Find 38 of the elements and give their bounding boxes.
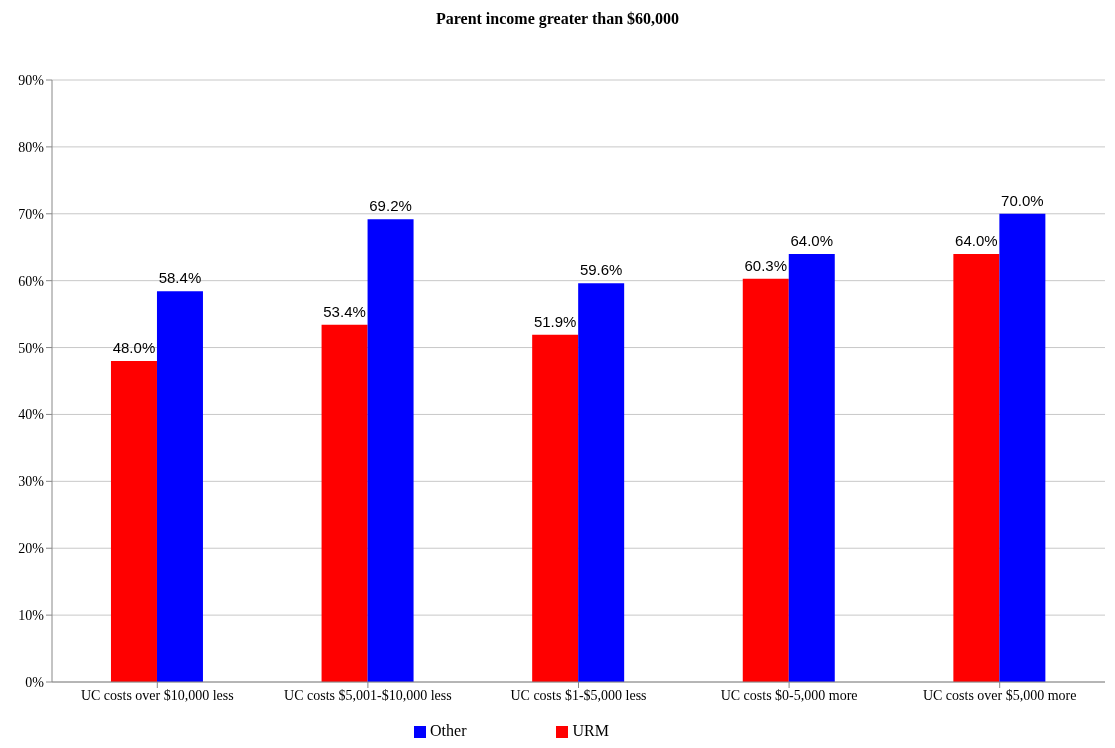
y-tick-label: 60%: [18, 273, 45, 289]
data-label: 70.0%: [1001, 191, 1044, 209]
legend-label: Other: [430, 722, 467, 739]
bar: [999, 213, 1046, 682]
x-tick-label: UC costs $5,001-$10,000 less: [284, 687, 452, 703]
bar: [953, 253, 1000, 682]
y-tick-label: 70%: [18, 206, 45, 222]
data-label: 64.0%: [790, 231, 834, 249]
bar: [578, 283, 625, 682]
data-label: 51.9%: [533, 312, 577, 330]
bar: [532, 334, 579, 682]
y-tick-label: 10%: [18, 608, 45, 624]
y-tick-label: 80%: [18, 139, 45, 155]
bar: [110, 360, 157, 682]
bar: [788, 253, 835, 682]
x-tick-label: UC costs over $5,000 more: [922, 687, 1077, 703]
chart-title: Parent income greater than $60,000: [434, 9, 681, 30]
x-tick-label: UC costs $0-5,000 more: [720, 687, 858, 703]
x-tick-label: UC costs over $10,000 less: [80, 687, 234, 703]
bar: [321, 324, 368, 682]
y-tick-label: 30%: [18, 474, 45, 490]
bar: [367, 219, 414, 682]
legend-label: URM: [572, 722, 609, 739]
data-label: 60.3%: [744, 256, 788, 274]
data-label: 58.4%: [158, 269, 202, 287]
y-tick-label: 40%: [18, 407, 45, 423]
data-label: 48.0%: [112, 338, 156, 356]
data-label: 64.0%: [955, 231, 998, 249]
data-label: 53.4%: [323, 302, 366, 320]
y-tick-label: 50%: [18, 340, 45, 356]
data-label: 59.6%: [579, 261, 623, 279]
y-tick-label: 20%: [18, 541, 45, 557]
y-tick-label: 90%: [18, 72, 45, 88]
data-label: 69.2%: [369, 197, 412, 215]
bar: [156, 291, 203, 682]
y-tick-label: 0%: [25, 674, 45, 690]
bar: [742, 278, 789, 682]
x-tick-label: UC costs $1-$5,000 less: [510, 687, 647, 703]
